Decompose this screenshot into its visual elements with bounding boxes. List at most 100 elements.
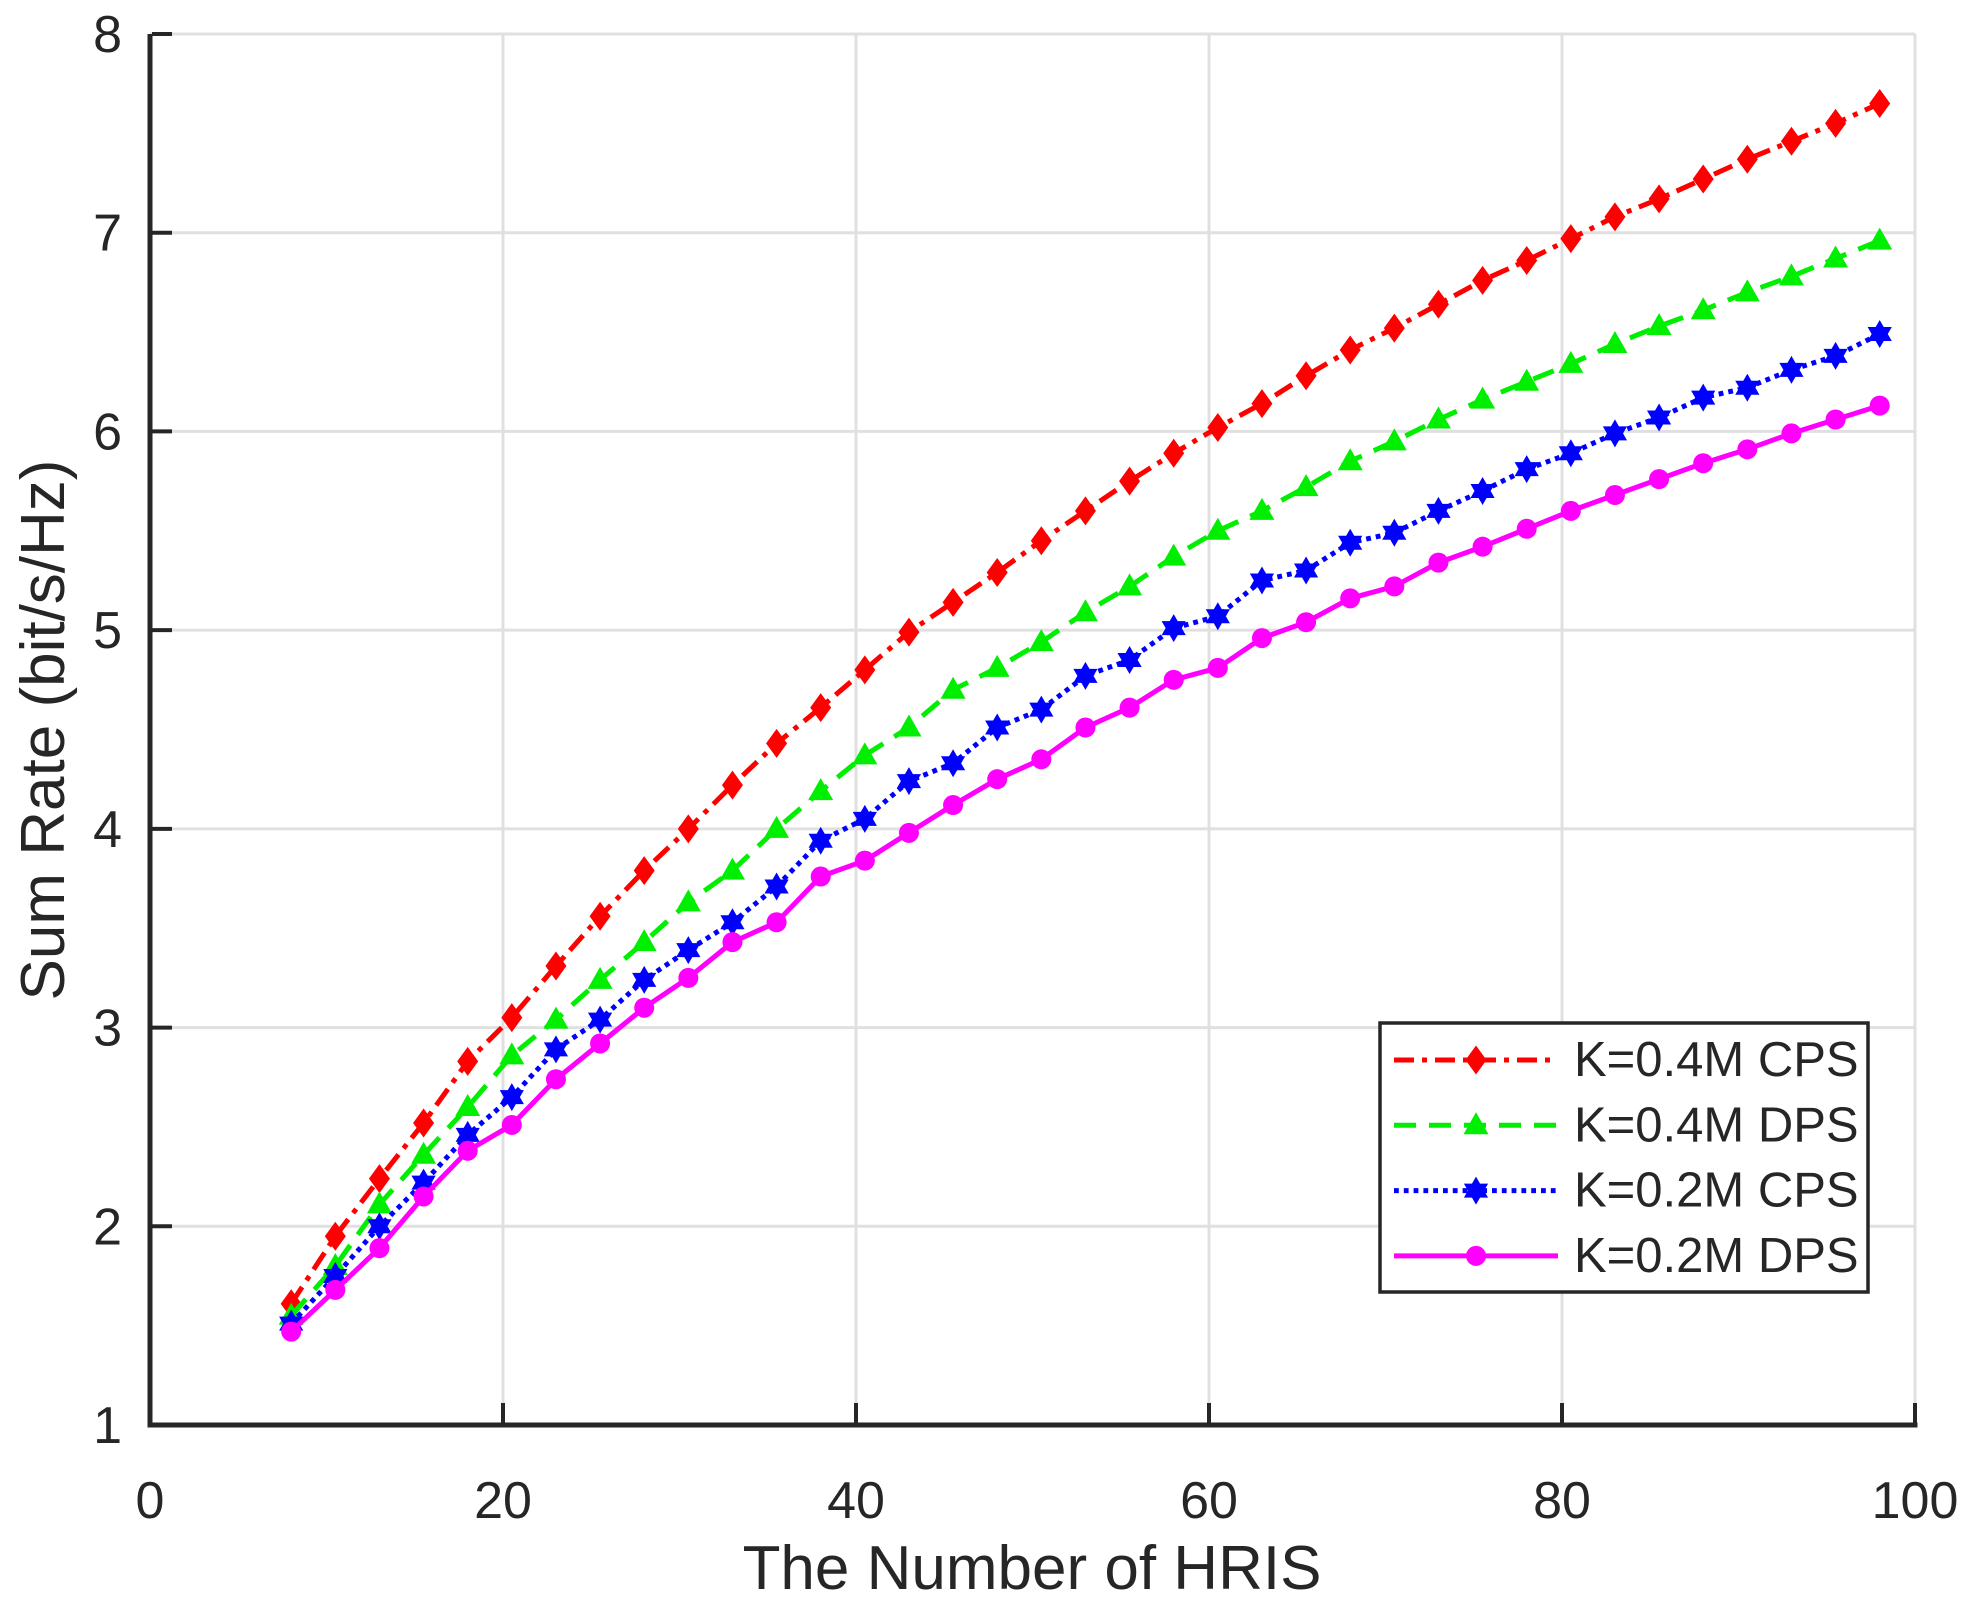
diamond-marker xyxy=(1465,1045,1487,1075)
y-tick-label: 5 xyxy=(93,602,122,660)
diamond-marker xyxy=(368,1164,390,1194)
triangle-up-marker xyxy=(1690,297,1716,320)
circle-marker xyxy=(1466,1245,1486,1266)
diamond-marker xyxy=(1780,126,1802,156)
hexagram-marker xyxy=(1779,355,1804,384)
x-axis-label: The Number of HRIS xyxy=(743,1534,1322,1603)
circle-marker xyxy=(1825,409,1846,430)
circle-marker xyxy=(634,997,655,1018)
hexagram-marker xyxy=(455,1120,480,1149)
circle-marker xyxy=(943,795,964,816)
y-tick-label: 8 xyxy=(93,6,122,64)
circle-marker xyxy=(545,1069,566,1090)
diamond-marker xyxy=(545,951,567,981)
triangle-up-marker xyxy=(1337,448,1363,471)
diamond-marker xyxy=(942,587,964,617)
diamond-marker xyxy=(1692,164,1714,194)
hexagram-marker xyxy=(1382,518,1407,547)
hexagram-marker xyxy=(1691,383,1716,412)
circle-marker xyxy=(413,1186,434,1207)
triangle-up-marker xyxy=(1072,599,1098,622)
x-tick-label: 80 xyxy=(1533,1472,1591,1530)
diamond-marker xyxy=(1251,389,1273,419)
x-tick-label: 0 xyxy=(136,1472,165,1530)
circle-marker xyxy=(1075,717,1096,738)
diamond-marker xyxy=(1383,313,1405,343)
hexagram-marker xyxy=(499,1083,524,1112)
tick-label-layer: 0 20 40 60 80 100 1 2 3 4 5 6 7 8 xyxy=(93,6,1958,1530)
triangle-up-marker xyxy=(719,857,745,880)
circle-marker xyxy=(590,1033,611,1054)
circle-marker xyxy=(1604,485,1625,506)
circle-marker xyxy=(1296,612,1317,633)
legend-box xyxy=(1378,1021,1870,1294)
hexagram-marker xyxy=(808,826,833,855)
diamond-marker xyxy=(1030,526,1052,556)
triangle-up-marker xyxy=(1425,406,1451,429)
triangle-up-marker xyxy=(940,676,966,699)
circle-marker xyxy=(766,912,787,933)
series-layer xyxy=(278,89,1893,1342)
diamond-marker xyxy=(1427,289,1449,319)
circle-marker xyxy=(1384,576,1405,597)
legend-label: K=0.2M CPS xyxy=(1574,1164,1859,1218)
circle-marker xyxy=(898,822,919,843)
hexagram-marker xyxy=(896,767,922,796)
triangle-up-marker xyxy=(1558,350,1584,373)
triangle-up-marker xyxy=(1161,543,1187,566)
diamond-marker xyxy=(766,728,788,758)
circle-marker xyxy=(1737,439,1758,460)
hexagram-marker xyxy=(985,713,1010,742)
triangle-up-marker xyxy=(1646,313,1672,336)
series-k-0-2m-dps xyxy=(281,395,1890,1342)
diamond-marker xyxy=(1736,144,1758,174)
circle-marker xyxy=(678,967,699,988)
diamond-marker xyxy=(854,655,876,685)
circle-marker xyxy=(1781,423,1802,444)
diamond-marker xyxy=(1163,438,1185,468)
diamond-marker xyxy=(898,617,920,647)
triangle-up-marker xyxy=(852,742,878,765)
hexagram-marker xyxy=(1293,556,1319,585)
hexagram-marker xyxy=(1867,320,1892,349)
hexagram-marker xyxy=(940,749,966,778)
diamond-marker xyxy=(677,814,699,844)
triangle-up-marker xyxy=(1602,330,1628,353)
circle-marker xyxy=(1163,669,1184,690)
circle-marker xyxy=(1869,395,1890,416)
y-axis-label: Sum Rate (bit/s/Hz) xyxy=(9,460,78,1001)
hexagram-marker xyxy=(852,804,877,833)
triangle-up-marker xyxy=(455,1094,481,1117)
hexagram-marker xyxy=(1823,341,1848,370)
diamond-marker xyxy=(1825,108,1847,138)
triangle-up-marker xyxy=(808,778,834,801)
hexagram-marker xyxy=(367,1212,392,1241)
diamond-marker xyxy=(1119,466,1141,496)
diamond-marker xyxy=(1604,202,1626,232)
x-tick-label: 100 xyxy=(1872,1472,1959,1530)
circle-marker xyxy=(1472,536,1493,557)
diamond-marker xyxy=(1472,265,1494,295)
y-tick-label: 3 xyxy=(93,1000,122,1058)
circle-marker xyxy=(325,1279,346,1300)
hexagram-marker xyxy=(1514,455,1539,484)
triangle-up-marker xyxy=(1867,227,1893,250)
circle-marker xyxy=(501,1114,522,1135)
diamond-marker xyxy=(1295,361,1317,391)
series-k-0-4m-dps xyxy=(278,227,1893,1325)
triangle-up-marker xyxy=(543,1006,569,1029)
triangle-up-marker xyxy=(411,1141,437,1164)
y-tick-label: 7 xyxy=(93,205,122,263)
diamond-marker xyxy=(1869,89,1891,119)
hexagram-marker xyxy=(1161,614,1186,643)
hexagram-marker xyxy=(1073,661,1098,690)
y-tick-label: 2 xyxy=(93,1198,122,1256)
diamond-marker xyxy=(324,1221,346,1251)
hexagram-marker xyxy=(1117,645,1142,674)
diamond-marker xyxy=(457,1046,479,1076)
triangle-up-marker xyxy=(587,966,613,989)
series-k-0-4m-cps xyxy=(280,89,1891,1319)
hexagram-marker xyxy=(764,872,789,901)
circle-marker xyxy=(1693,453,1714,474)
